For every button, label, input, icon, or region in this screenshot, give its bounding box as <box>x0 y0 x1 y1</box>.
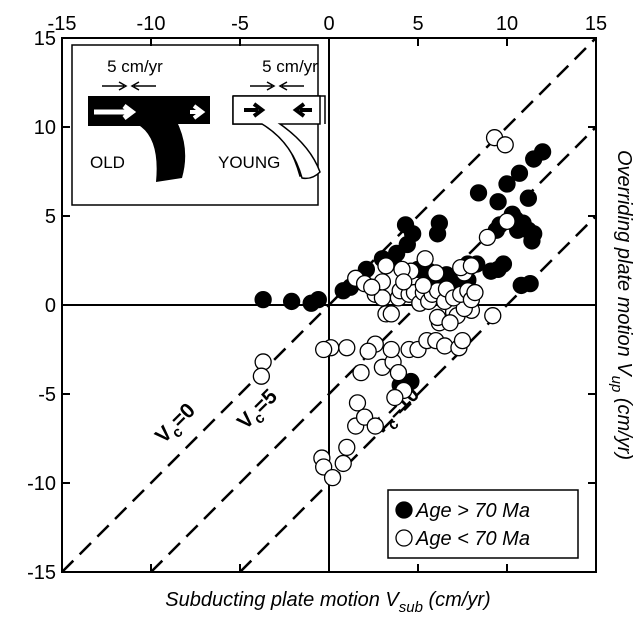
point <box>309 291 327 309</box>
point <box>484 307 502 325</box>
x-tick-label: 10 <box>496 13 518 35</box>
point <box>338 438 356 457</box>
point <box>334 454 352 473</box>
point <box>359 342 377 360</box>
point <box>462 257 481 275</box>
y-tick-label: -10 <box>27 473 56 495</box>
point <box>498 175 516 193</box>
y-tick-label: 15 <box>34 28 56 50</box>
inset: 5 cm/yr 5 cm/yr OLD YOUNG <box>71 44 326 206</box>
point <box>436 337 454 355</box>
point <box>510 164 529 182</box>
reference-line <box>239 215 597 573</box>
label-subscript: up <box>608 376 625 393</box>
point <box>252 367 271 385</box>
inset-label: 5 cm/yr <box>262 57 318 76</box>
legend-frame <box>387 489 579 559</box>
point <box>428 225 447 243</box>
point <box>377 257 395 275</box>
label-suffix: (cm/yr) <box>423 589 491 611</box>
legend-label: Age > 70 Ma <box>415 500 530 522</box>
point <box>348 394 367 412</box>
reference-line <box>61 37 597 573</box>
rate-arrows <box>250 81 304 91</box>
point <box>427 264 445 282</box>
legend-marker <box>395 501 413 519</box>
point <box>382 340 400 359</box>
inset-label: YOUNG <box>218 153 280 172</box>
point <box>414 276 432 295</box>
x-tick-label: 5 <box>412 13 423 35</box>
x-tick-label: -10 <box>137 13 166 35</box>
legend-marker <box>395 529 413 547</box>
point <box>282 292 301 311</box>
inset-label: OLD <box>90 153 125 172</box>
point <box>352 363 370 382</box>
point <box>441 314 459 332</box>
label-suffix: (cm/yr) <box>613 392 635 460</box>
y-axis-label: Overriding plate motion Vup (cm/yr) <box>608 150 635 460</box>
point <box>533 143 552 161</box>
label-text: Subducting plate motion V <box>165 589 400 611</box>
label-text: Overriding plate motion V <box>613 150 635 377</box>
y-tick-label: -15 <box>27 562 56 584</box>
rate-arrows <box>102 81 156 91</box>
old-arrow <box>190 104 206 120</box>
point <box>382 305 400 323</box>
point <box>453 331 472 350</box>
y-tick-label: 0 <box>45 295 56 317</box>
point <box>315 340 333 359</box>
y-tick-label: 10 <box>34 117 56 139</box>
point <box>254 291 272 309</box>
point <box>389 363 408 382</box>
point <box>525 225 543 243</box>
point <box>323 469 342 487</box>
old-arrow <box>94 104 137 120</box>
label-subscript: sub <box>399 599 423 616</box>
y-tick-label: -5 <box>38 384 56 406</box>
x-tick-label: 15 <box>585 13 607 35</box>
point <box>395 273 413 291</box>
young-arrow <box>244 102 266 118</box>
point <box>489 193 507 211</box>
point <box>366 417 384 435</box>
x-tick-label: -15 <box>48 13 77 35</box>
young-arrow <box>292 102 312 118</box>
y-tick-label: 5 <box>45 206 56 228</box>
point <box>338 339 356 357</box>
legend-label: Age < 70 Ma <box>415 528 530 550</box>
point <box>386 388 404 407</box>
x-tick-label: 0 <box>323 13 334 35</box>
point <box>494 255 513 273</box>
point <box>416 250 434 268</box>
reference-label: Vc=0 <box>151 399 204 452</box>
point <box>496 136 514 154</box>
point <box>498 212 516 230</box>
point <box>466 283 484 302</box>
point <box>254 353 272 371</box>
point <box>404 225 422 243</box>
old-plate <box>88 96 210 182</box>
point <box>519 189 538 207</box>
point <box>478 228 497 247</box>
point <box>469 184 488 202</box>
point <box>521 274 539 293</box>
x-tick-label: -5 <box>231 13 249 35</box>
inset-label: 5 cm/yr <box>107 57 163 76</box>
point <box>363 278 381 296</box>
x-axis-label: Subducting plate motion Vsub (cm/yr) <box>165 589 490 616</box>
